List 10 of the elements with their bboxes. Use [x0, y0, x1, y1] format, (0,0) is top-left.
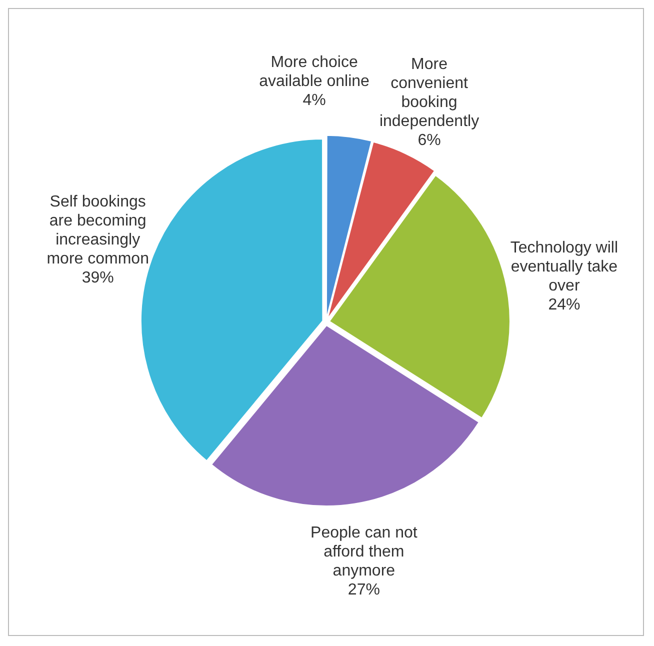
slice-label: More convenient booking independently	[379, 56, 480, 130]
data-label: 24%	[548, 296, 580, 314]
slice-label: People can not afford them anymore	[310, 524, 418, 580]
data-label: 39%	[82, 269, 114, 286]
data-label: 6%	[418, 132, 441, 149]
data-label: 27%	[348, 581, 380, 598]
slice-label: More choice available online	[259, 54, 370, 90]
slice-label: Self bookings are becoming increasingly more common	[46, 193, 149, 268]
slice-label: Technology will eventually take over	[510, 239, 618, 294]
data-label: 4%	[302, 92, 326, 109]
